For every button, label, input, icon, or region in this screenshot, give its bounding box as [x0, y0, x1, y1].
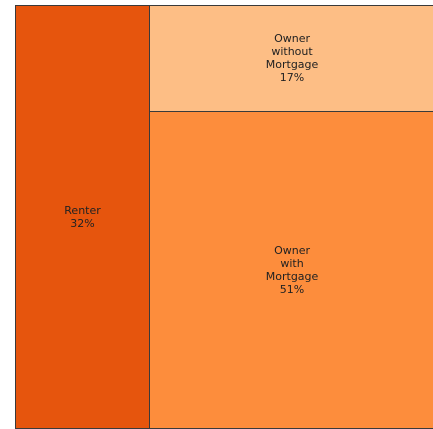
category-label: Renter — [64, 204, 101, 217]
value-label: 51% — [279, 282, 305, 296]
tile: Owner with Mortgage 51% — [149, 110, 433, 429]
value-label: 17% — [279, 71, 305, 85]
value-label: 32% — [70, 217, 95, 230]
category-label: Owner with Mortgage — [265, 243, 319, 283]
category-label: Owner without Mortgage — [265, 32, 319, 72]
tile: Renter 32% — [15, 5, 151, 429]
tile: Owner without Mortgage 17% — [149, 5, 433, 112]
tile-label: Owner without Mortgage 17% — [266, 32, 319, 84]
tile-label: Renter 32% — [64, 204, 101, 230]
tile-label: Owner with Mortgage 51% — [266, 244, 319, 296]
